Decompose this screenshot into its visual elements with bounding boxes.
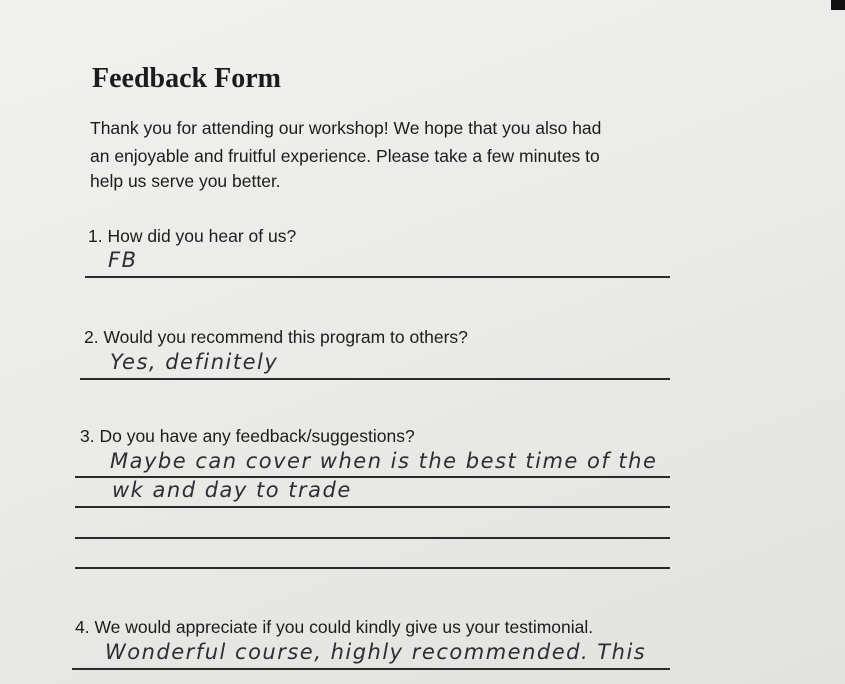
intro-line: Thank you for attending our workshop! We… [90, 118, 602, 138]
intro-line: help us serve you better. [90, 171, 281, 191]
form-title: Feedback Form [92, 63, 281, 94]
answer-line [75, 506, 670, 508]
intro-line: an enjoyable and fruitful experience. Pl… [90, 146, 600, 166]
answer-line [80, 378, 670, 380]
handwritten-answer: Wonderful course, highly recommended. Th… [105, 640, 647, 664]
answer-line [75, 537, 670, 539]
question-label: 2. Would you recommend this program to o… [84, 327, 468, 347]
handwritten-answer: wk and day to trade [112, 478, 352, 502]
answer-line [75, 567, 670, 569]
question-label: 1. How did you hear of us? [88, 226, 297, 246]
handwritten-answer: Yes, definitely [110, 350, 279, 374]
answer-line [85, 276, 670, 278]
handwritten-answer: FB [108, 248, 138, 272]
question-label: 3. Do you have any feedback/suggestions? [80, 426, 415, 446]
answer-line [72, 668, 670, 670]
question-label: 4. We would appreciate if you could kind… [75, 617, 594, 637]
handwritten-answer: Maybe can cover when is the best time of… [110, 449, 658, 473]
answer-line [75, 476, 670, 478]
corner-mark [831, 0, 845, 10]
